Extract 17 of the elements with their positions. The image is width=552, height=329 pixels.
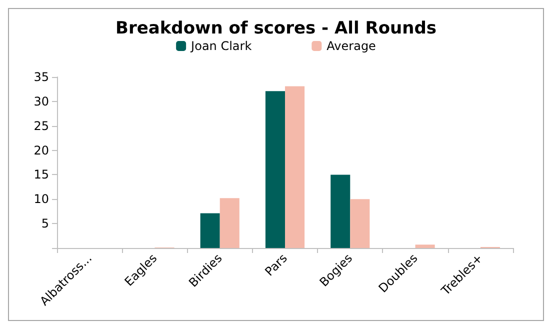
bar [285, 86, 305, 248]
y-tick-label: 15 [34, 168, 49, 182]
bar [265, 91, 285, 248]
bar [350, 199, 370, 248]
y-tick-label: 5 [41, 216, 49, 231]
bar [330, 174, 350, 248]
legend-label: Average [326, 39, 376, 53]
y-tick-label: 20 [34, 143, 49, 158]
bar [200, 213, 220, 248]
y-tick-label: 10 [34, 192, 49, 206]
bar [415, 244, 435, 248]
bar [220, 198, 240, 248]
y-tick-label: 30 [34, 94, 49, 108]
legend-label: Joan Clark [190, 39, 252, 53]
chart-title: Breakdown of scores - All Rounds [115, 18, 437, 38]
y-tick-label: 25 [34, 118, 49, 133]
y-tick-label: 35 [34, 70, 49, 84]
